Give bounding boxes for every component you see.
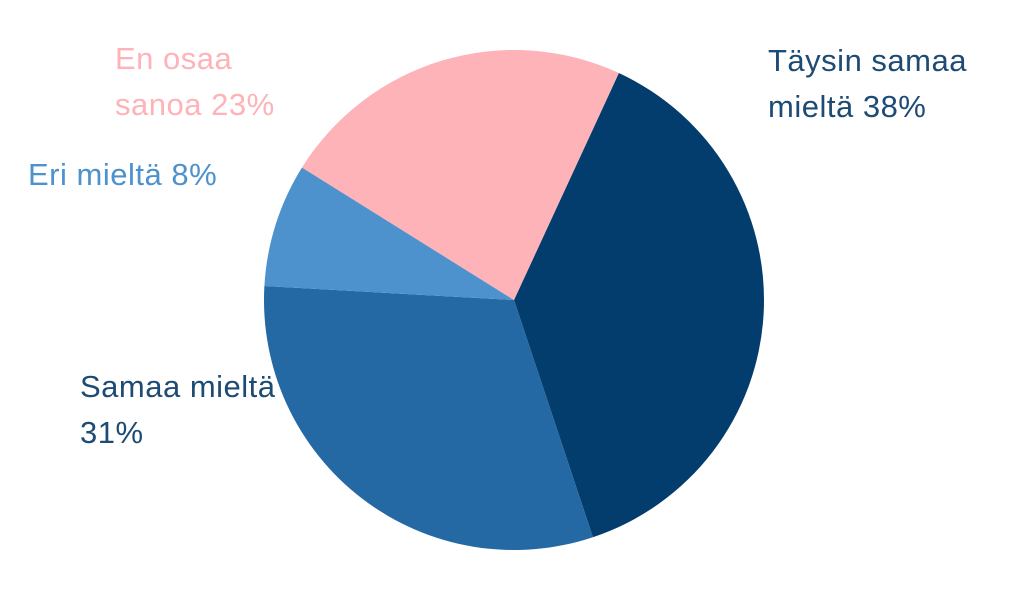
- pie-slice: [264, 286, 593, 550]
- pie-slice: [264, 167, 514, 300]
- value-label: 38%: [862, 89, 927, 124]
- value-label: 8%: [171, 157, 218, 192]
- category-label: Täysin samaa mieltä: [768, 43, 967, 124]
- slice-label: Samaa mieltä 31%: [80, 364, 280, 456]
- slice-label: Eri mieltä 8%: [28, 152, 328, 198]
- category-label: Eri mieltä: [28, 157, 163, 192]
- slice-label: Täysin samaa mieltä 38%: [768, 38, 968, 130]
- value-label: 31%: [80, 415, 144, 450]
- slice-label: En osaa sanoa 23%: [115, 36, 305, 128]
- category-label: En osaa sanoa: [115, 41, 233, 122]
- pie-slice: [301, 49, 619, 300]
- category-label: Samaa mieltä: [80, 369, 276, 404]
- value-label: 23%: [211, 87, 275, 122]
- pie-slice: [514, 73, 764, 538]
